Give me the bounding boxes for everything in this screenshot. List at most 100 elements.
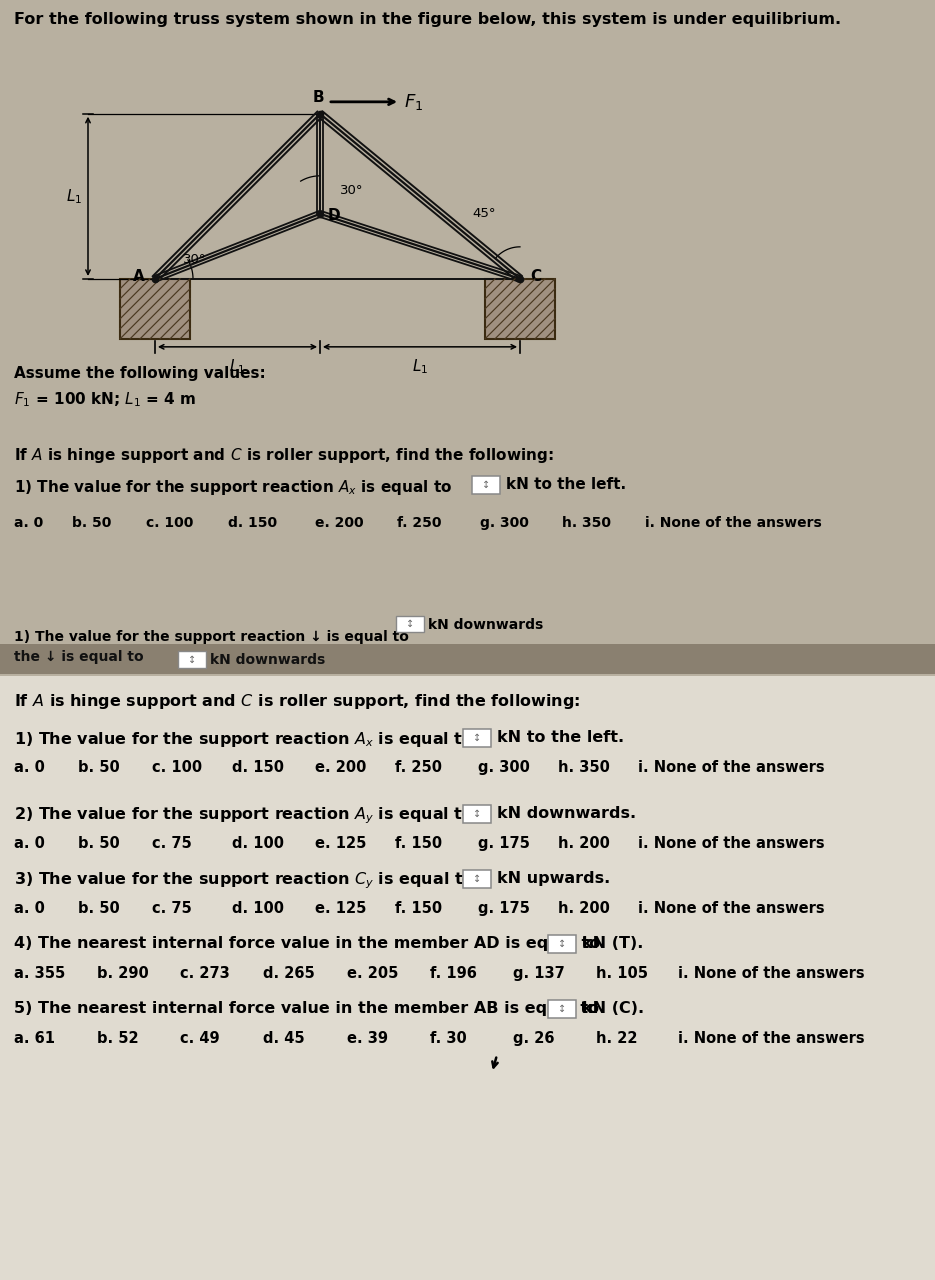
- Text: For the following truss system shown in the figure below, this system is under e: For the following truss system shown in …: [14, 12, 842, 27]
- Text: e. 125: e. 125: [315, 836, 367, 851]
- Text: ↕: ↕: [473, 809, 482, 819]
- Text: 3) The value for the support reaction $C_y$ is equal to: 3) The value for the support reaction $C…: [14, 870, 474, 891]
- Text: f. 250: f. 250: [397, 516, 441, 530]
- Text: 30°: 30°: [183, 253, 207, 266]
- Text: b. 290: b. 290: [97, 966, 149, 980]
- Text: 1) The value for the support reaction $A_x$ is equal to: 1) The value for the support reaction $A…: [14, 477, 453, 497]
- FancyBboxPatch shape: [485, 279, 555, 339]
- Text: f. 196: f. 196: [430, 966, 477, 980]
- Text: If $A$ is hinge support and $C$ is roller support, find the following:: If $A$ is hinge support and $C$ is rolle…: [14, 691, 581, 710]
- Text: h. 200: h. 200: [558, 901, 610, 916]
- Text: c. 49: c. 49: [180, 1030, 220, 1046]
- Text: $L_1$: $L_1$: [412, 357, 428, 375]
- Text: f. 150: f. 150: [395, 836, 442, 851]
- FancyBboxPatch shape: [463, 805, 491, 823]
- Text: 2) The value for the support reaction $A_y$ is equal to: 2) The value for the support reaction $A…: [14, 806, 474, 827]
- Text: kN downwards: kN downwards: [428, 618, 543, 632]
- Text: b. 50: b. 50: [78, 836, 120, 851]
- Text: ↕: ↕: [406, 618, 414, 628]
- Text: c. 273: c. 273: [180, 966, 230, 980]
- Text: e. 200: e. 200: [315, 760, 367, 774]
- Text: b. 50: b. 50: [78, 901, 120, 916]
- Text: 1) The value for the support reaction ↓ is equal to: 1) The value for the support reaction ↓ …: [14, 630, 409, 644]
- Text: B: B: [312, 91, 324, 105]
- Text: d. 100: d. 100: [232, 901, 284, 916]
- Text: h. 200: h. 200: [558, 836, 610, 851]
- Text: Assume the following values:: Assume the following values:: [14, 366, 266, 381]
- Text: g. 300: g. 300: [478, 760, 530, 774]
- Text: d. 150: d. 150: [232, 760, 284, 774]
- Text: kN (T).: kN (T).: [582, 937, 643, 951]
- Text: d. 100: d. 100: [232, 836, 284, 851]
- FancyBboxPatch shape: [396, 616, 424, 632]
- Text: h. 22: h. 22: [596, 1030, 638, 1046]
- Text: kN downwards.: kN downwards.: [497, 806, 636, 822]
- Text: b. 50: b. 50: [72, 516, 111, 530]
- Text: i. None of the answers: i. None of the answers: [638, 836, 825, 851]
- Text: ↕: ↕: [188, 655, 196, 664]
- FancyBboxPatch shape: [178, 650, 206, 668]
- Text: kN downwards: kN downwards: [210, 653, 325, 667]
- Text: i. None of the answers: i. None of the answers: [645, 516, 822, 530]
- Text: d. 45: d. 45: [263, 1030, 305, 1046]
- Text: c. 75: c. 75: [152, 836, 192, 851]
- FancyBboxPatch shape: [0, 644, 935, 673]
- Text: f. 250: f. 250: [395, 760, 442, 774]
- Text: f. 30: f. 30: [430, 1030, 467, 1046]
- Text: a. 0: a. 0: [14, 516, 43, 530]
- FancyBboxPatch shape: [548, 1000, 576, 1018]
- Text: a. 0: a. 0: [14, 760, 45, 774]
- FancyBboxPatch shape: [548, 934, 576, 952]
- Text: $L_1$: $L_1$: [229, 357, 246, 375]
- Text: ↕: ↕: [473, 733, 482, 742]
- Text: kN to the left.: kN to the left.: [497, 731, 625, 745]
- Text: a. 0: a. 0: [14, 836, 45, 851]
- Text: i. None of the answers: i. None of the answers: [678, 1030, 865, 1046]
- Text: g. 175: g. 175: [478, 836, 530, 851]
- Text: e. 205: e. 205: [347, 966, 398, 980]
- Text: b. 50: b. 50: [78, 760, 120, 774]
- FancyBboxPatch shape: [472, 476, 500, 494]
- Text: kN to the left.: kN to the left.: [506, 477, 626, 493]
- Text: c. 100: c. 100: [146, 516, 194, 530]
- Text: a. 0: a. 0: [14, 901, 45, 916]
- FancyBboxPatch shape: [0, 676, 935, 1280]
- Text: 1) The value for the support reaction $A_x$ is equal to: 1) The value for the support reaction $A…: [14, 730, 474, 749]
- Text: ↕: ↕: [558, 938, 566, 948]
- Text: ↕: ↕: [482, 480, 490, 490]
- Text: C: C: [530, 269, 541, 284]
- Text: g. 175: g. 175: [478, 901, 530, 916]
- Text: kN (C).: kN (C).: [582, 1001, 644, 1016]
- Text: $F_1$ = 100 kN; $L_1$ = 4 m: $F_1$ = 100 kN; $L_1$ = 4 m: [14, 390, 196, 408]
- Text: h. 105: h. 105: [596, 966, 648, 980]
- Text: e. 39: e. 39: [347, 1030, 388, 1046]
- FancyBboxPatch shape: [463, 870, 491, 888]
- Text: a. 355: a. 355: [14, 966, 65, 980]
- Text: g. 300: g. 300: [480, 516, 529, 530]
- Text: 30°: 30°: [340, 184, 364, 197]
- Text: $F_1$: $F_1$: [404, 92, 424, 111]
- Text: e. 125: e. 125: [315, 901, 367, 916]
- Text: g. 137: g. 137: [513, 966, 565, 980]
- Text: 4) The nearest internal force value in the member AD is equal to: 4) The nearest internal force value in t…: [14, 936, 600, 951]
- Text: e. 200: e. 200: [315, 516, 364, 530]
- Text: h. 350: h. 350: [562, 516, 611, 530]
- Text: ↕: ↕: [558, 1004, 566, 1014]
- Text: kN upwards.: kN upwards.: [497, 872, 611, 886]
- Text: i. None of the answers: i. None of the answers: [678, 966, 865, 980]
- FancyBboxPatch shape: [120, 279, 190, 339]
- Text: $L_1$: $L_1$: [65, 187, 82, 206]
- Text: c. 100: c. 100: [152, 760, 202, 774]
- Text: a. 61: a. 61: [14, 1030, 55, 1046]
- Text: 5) The nearest internal force value in the member AB is equal to: 5) The nearest internal force value in t…: [14, 1001, 599, 1016]
- Text: the ↓ is equal to: the ↓ is equal to: [14, 650, 144, 664]
- Text: b. 52: b. 52: [97, 1030, 138, 1046]
- Text: d. 265: d. 265: [263, 966, 315, 980]
- Text: i. None of the answers: i. None of the answers: [638, 901, 825, 916]
- FancyBboxPatch shape: [463, 728, 491, 746]
- Text: 45°: 45°: [472, 207, 496, 220]
- Text: If $A$ is hinge support and $C$ is roller support, find the following:: If $A$ is hinge support and $C$ is rolle…: [14, 445, 554, 465]
- Text: g. 26: g. 26: [513, 1030, 554, 1046]
- Text: h. 350: h. 350: [558, 760, 610, 774]
- Text: A: A: [133, 269, 145, 284]
